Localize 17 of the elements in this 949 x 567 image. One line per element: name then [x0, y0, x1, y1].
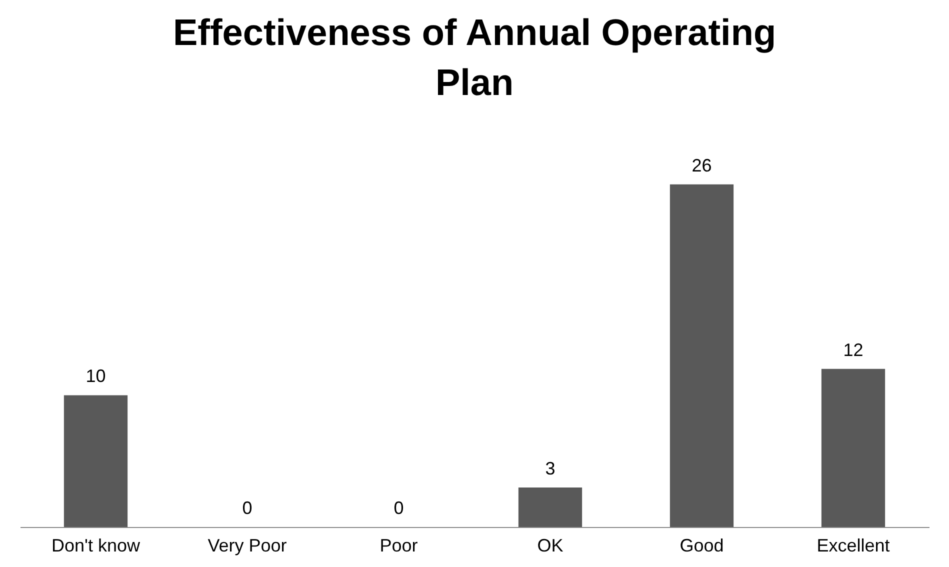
data-label: 10: [86, 366, 106, 386]
chart-title: Effectiveness of Annual Operating Plan: [172, 12, 776, 103]
bar: [670, 184, 734, 527]
bar: [821, 368, 886, 527]
data-label: 3: [545, 458, 556, 478]
x-tick-label: Poor: [380, 536, 418, 556]
x-tick-label: Very Poor: [208, 536, 287, 556]
x-tick-label: Excellent: [816, 536, 890, 556]
data-label: 26: [692, 155, 712, 176]
data-label: 12: [843, 340, 864, 360]
x-tick-label: Good: [680, 536, 724, 556]
bar: [518, 487, 582, 527]
data-label: 0: [394, 498, 404, 518]
x-tick-label: Don't know: [52, 536, 141, 556]
bar: [64, 395, 128, 527]
data-label: 0: [242, 498, 252, 518]
x-tick-label: OK: [537, 536, 564, 556]
